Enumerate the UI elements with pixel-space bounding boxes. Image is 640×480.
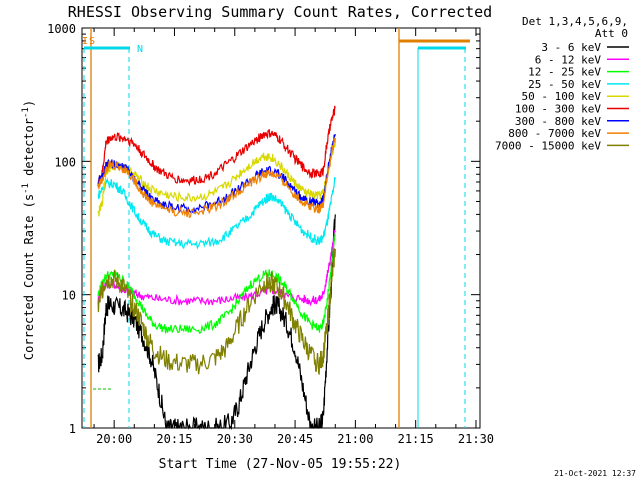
y-axis-label: Corrected Count Rate (s-1 detector-1) [21,100,36,360]
x-tick-label: 21:15 [398,432,434,446]
flag-label: N [137,44,143,55]
y-tick-label: 1000 [47,22,76,36]
legend-header: Det 1,3,4,5,6,9, [522,15,628,28]
series-line-7 [97,137,336,219]
x-tick-label: 20:30 [217,432,253,446]
time-markers: I S N [82,28,470,428]
legend-label: 300 - 800 keV [515,115,601,128]
x-tick-label: 20:00 [96,432,132,446]
x-tick-label: 21:00 [337,432,373,446]
plot-border [81,27,481,429]
flag-label: I [82,36,88,47]
y-tick-label: 1 [69,422,76,436]
series-lines [97,105,336,431]
plot-frame [81,27,481,429]
legend-label: 12 - 25 keV [528,66,601,79]
series-line-3 [97,176,336,250]
x-tick-label: 20:15 [156,432,192,446]
x-tick-label: 20:45 [277,432,313,446]
legend-label: 3 - 6 keV [541,41,601,54]
legend-label: 6 - 12 keV [535,53,602,66]
y-tick-label: 100 [54,155,76,169]
legend-label: 7000 - 15000 keV [495,139,601,152]
chart-title: RHESSI Observing Summary Count Rates, Co… [68,3,492,21]
legend-label: 25 - 50 keV [528,78,601,91]
legend-header: Att 0 [595,27,628,40]
legend-label: 50 - 100 keV [522,90,602,103]
series-line-8 [97,248,336,375]
y-tick-label: 10 [62,289,76,303]
series-line-5 [97,105,336,187]
timestamp: 21-Oct-2021 12:37 [554,469,636,478]
x-tick-label: 21:30 [458,432,494,446]
series-line-0 [97,214,336,431]
x-axis-label: Start Time (27-Nov-05 19:55:22) [159,457,402,472]
legend-label: 100 - 300 keV [515,103,601,116]
flag-label: S [89,36,95,47]
legend-label: 800 - 7000 keV [508,127,601,140]
